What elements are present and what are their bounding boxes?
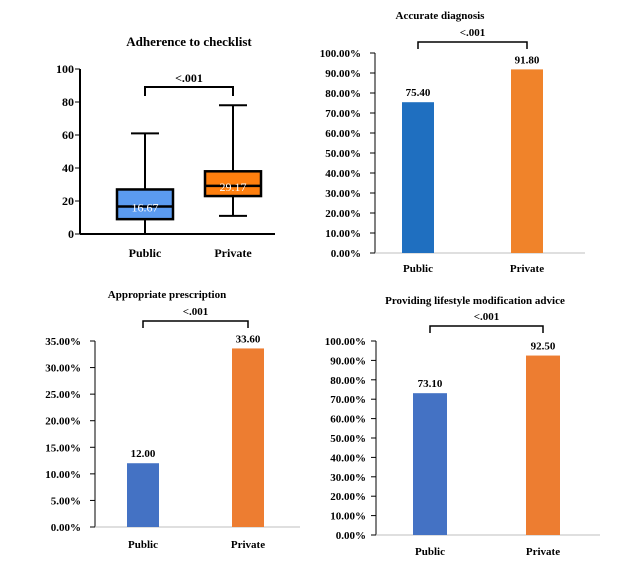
y-tick-label: 100.00% bbox=[325, 336, 366, 348]
y-tick-label: 60 bbox=[62, 128, 74, 142]
bar-public bbox=[413, 393, 447, 535]
y-tick-label: 40.00% bbox=[325, 168, 361, 180]
bar-value-label: 92.50 bbox=[531, 341, 556, 353]
y-tick-label: 50.00% bbox=[330, 433, 366, 445]
bar-public bbox=[127, 463, 159, 527]
y-tick-label: 0.00% bbox=[51, 522, 81, 534]
y-tick-label: 0.00% bbox=[336, 530, 366, 542]
box-private: 29.17 bbox=[203, 104, 263, 217]
x-category-label: Public bbox=[129, 246, 162, 260]
significance-bracket bbox=[142, 320, 249, 328]
y-tick-label: 90.00% bbox=[325, 68, 361, 80]
y-tick-label: 10.00% bbox=[325, 228, 361, 240]
y-tick-label: 100 bbox=[56, 62, 74, 76]
box-body bbox=[115, 188, 175, 221]
median-label: 16.67 bbox=[132, 200, 159, 214]
y-tick-label: 15.00% bbox=[45, 442, 81, 454]
bar-private bbox=[511, 69, 543, 254]
y-tick-label: 100.00% bbox=[320, 48, 361, 60]
y-tick-label: 35.00% bbox=[45, 336, 81, 348]
chart-title: Adherence to checklist bbox=[126, 34, 252, 49]
significance-label: <.001 bbox=[460, 27, 486, 39]
significance-label: <.001 bbox=[183, 306, 209, 318]
x-category-label: Public bbox=[415, 546, 445, 558]
box-public: 16.67 bbox=[115, 132, 175, 235]
bar-private bbox=[232, 348, 264, 527]
y-tick-label: 5.00% bbox=[51, 495, 81, 507]
y-tick-label: 30.00% bbox=[325, 188, 361, 200]
x-category-label: Public bbox=[403, 263, 433, 275]
box-body bbox=[203, 170, 263, 198]
chart-panel-3: Appropriate prescription 0.00% 5.00% 10.00%… bbox=[45, 289, 300, 551]
bar-private bbox=[526, 355, 560, 535]
y-tick-label: 40.00% bbox=[330, 452, 366, 464]
y-tick-label: 25.00% bbox=[45, 389, 81, 401]
y-tick-label: 80 bbox=[62, 95, 74, 109]
bar-value-label: 33.60 bbox=[236, 333, 261, 345]
chart-panel-1: Adherence to checklist 0 20 40 60 80 100 Public… bbox=[56, 34, 275, 260]
x-category-label: Private bbox=[231, 539, 265, 551]
y-tick-label: 20 bbox=[62, 194, 74, 208]
y-tick-label: 10.00% bbox=[330, 511, 366, 523]
bar-value-label: 75.40 bbox=[406, 87, 431, 99]
chart-title: Appropriate prescription bbox=[108, 289, 226, 301]
y-tick-label: 70.00% bbox=[325, 108, 361, 120]
significance-label: <.001 bbox=[474, 311, 500, 323]
chart-panel-4: Providing lifestyle modification advice 0… bbox=[325, 295, 600, 558]
x-category-label: Private bbox=[214, 246, 252, 260]
y-tick-label: 50.00% bbox=[325, 148, 361, 160]
y-tick-label: 30.00% bbox=[45, 363, 81, 375]
y-tick-label: 40 bbox=[62, 161, 74, 175]
x-category-label: Private bbox=[526, 546, 560, 558]
y-tick-label: 0.00% bbox=[331, 248, 361, 260]
chart-panel-2: Accurate diagnosis 0.00% 10.00% 20.00% 30.00… bbox=[320, 10, 585, 275]
y-tick-label: 80.00% bbox=[330, 375, 366, 387]
y-tick-label: 20.00% bbox=[45, 416, 81, 428]
significance-bracket bbox=[417, 41, 528, 49]
chart-title: Accurate diagnosis bbox=[396, 10, 486, 22]
significance-label: <.001 bbox=[175, 71, 203, 85]
y-tick-label: 10.00% bbox=[45, 469, 81, 481]
y-tick-label: 60.00% bbox=[325, 128, 361, 140]
x-category-label: Public bbox=[128, 539, 158, 551]
bar-public bbox=[402, 102, 434, 253]
chart-title: Providing lifestyle modification advice bbox=[385, 295, 565, 307]
bar-value-label: 91.80 bbox=[515, 54, 540, 66]
median-label: 29.17 bbox=[220, 180, 247, 194]
y-tick-label: 30.00% bbox=[330, 472, 366, 484]
y-tick-label: 80.00% bbox=[325, 88, 361, 100]
x-category-label: Private bbox=[510, 263, 544, 275]
y-tick-label: 0 bbox=[68, 227, 74, 241]
y-tick-label: 90.00% bbox=[330, 355, 366, 367]
y-tick-label: 60.00% bbox=[330, 414, 366, 426]
bar-value-label: 73.10 bbox=[418, 378, 443, 390]
y-tick-label: 70.00% bbox=[330, 394, 366, 406]
y-tick-label: 20.00% bbox=[325, 208, 361, 220]
bar-value-label: 12.00 bbox=[131, 448, 156, 460]
significance-bracket bbox=[144, 86, 234, 96]
significance-bracket bbox=[429, 325, 544, 333]
y-tick-label: 20.00% bbox=[330, 491, 366, 503]
